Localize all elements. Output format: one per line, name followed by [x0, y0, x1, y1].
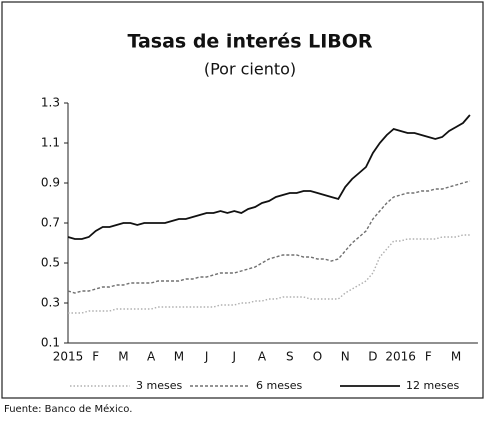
- y-tick-label: 0.7: [41, 216, 60, 230]
- x-tick-label: 2015: [53, 350, 84, 364]
- chart-title: Tasas de interés LIBOR: [127, 31, 372, 53]
- legend-label: 12 meses: [406, 379, 459, 392]
- x-tick-label: M: [174, 350, 184, 364]
- x-tick-label: J: [204, 350, 209, 364]
- y-tick-label: 1.1: [41, 136, 60, 150]
- x-tick-label: S: [286, 350, 294, 364]
- x-tick-label: F: [92, 350, 99, 364]
- x-tick-label: D: [368, 350, 377, 364]
- y-tick-label: 0.9: [41, 176, 60, 190]
- x-tick-label: A: [147, 350, 156, 364]
- x-tick-label: M: [451, 350, 461, 364]
- x-tick-label: 2016: [385, 350, 416, 364]
- x-tick-label: F: [425, 350, 432, 364]
- y-tick-label: 0.5: [41, 256, 60, 270]
- source-note: Fuente: Banco de México.: [4, 403, 132, 415]
- line-series: [67, 114, 471, 240]
- x-tick-label: J: [232, 350, 237, 364]
- x-tick-label: M: [118, 350, 128, 364]
- x-tick-label: N: [341, 350, 350, 364]
- legend-label: 3 meses: [136, 379, 182, 392]
- line-series: [68, 234, 470, 314]
- frame: [1, 1, 484, 399]
- line-series: [67, 180, 471, 294]
- y-tick-label: 1.3: [41, 96, 60, 110]
- y-tick-label: 0.1: [41, 336, 60, 350]
- x-tick-label: O: [313, 350, 322, 364]
- x-tick-label: A: [258, 350, 267, 364]
- chart-subtitle: (Por ciento): [204, 60, 296, 79]
- y-tick-label: 0.3: [41, 296, 60, 310]
- legend-label: 6 meses: [256, 379, 302, 392]
